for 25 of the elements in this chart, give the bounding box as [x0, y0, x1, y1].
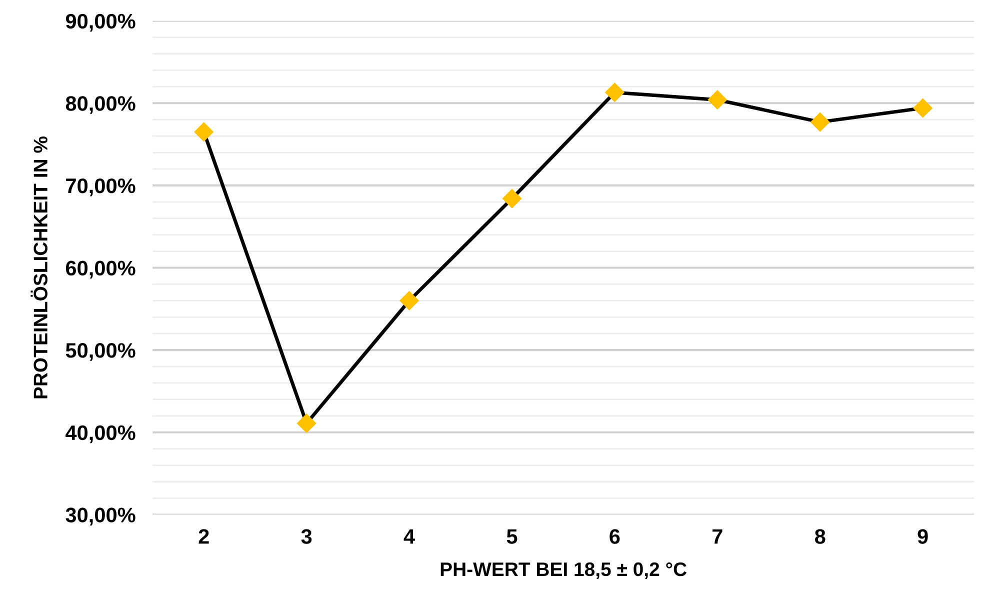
y-axis-title: PROTEINLÖSLICHKEIT IN %	[30, 136, 48, 398]
point	[194, 122, 214, 142]
y-tick-label: 50,00%	[66, 343, 136, 361]
point	[605, 82, 624, 102]
x-tick-label: 8	[814, 529, 826, 544]
x-tick-label: 2	[198, 529, 209, 544]
x-tick-label: 6	[610, 529, 620, 544]
point	[913, 98, 932, 118]
point	[297, 414, 316, 433]
x-tick-label: 4	[404, 529, 415, 544]
y-tick-label: 70,00%	[66, 178, 136, 196]
x-tick-label: 5	[506, 529, 518, 544]
x-axis-title: PH-WERT BEI 18,5 ± 0,2 °C	[440, 562, 687, 579]
x-tick-label: 3	[301, 529, 312, 544]
x-tick-label: 9	[918, 529, 928, 544]
point	[810, 112, 830, 132]
y-tick-label: 30,00%	[66, 508, 136, 526]
x-tick-label: 7	[712, 529, 722, 544]
y-tick-label: 40,00%	[66, 425, 136, 444]
point	[502, 189, 522, 208]
y-tick-label: 80,00%	[66, 96, 136, 114]
point	[400, 291, 419, 310]
y-tick-label: 60,00%	[66, 260, 136, 279]
y-tick-label: 90,00%	[66, 14, 136, 32]
point	[708, 90, 727, 110]
